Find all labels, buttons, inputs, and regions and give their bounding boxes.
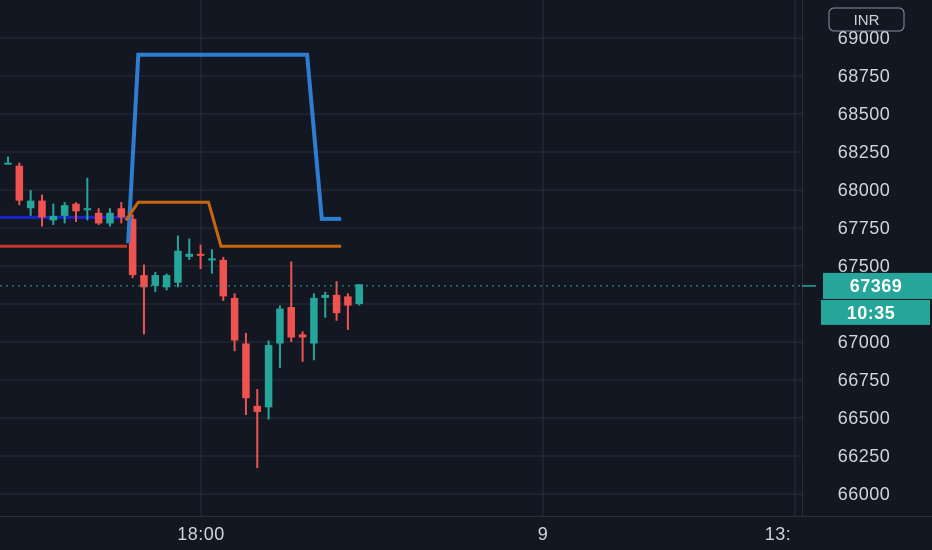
candle-up[interactable] [106,208,114,227]
candle-down[interactable] [38,194,46,227]
candle-body [106,212,114,224]
candle-body [332,294,341,314]
candle-down[interactable] [253,389,262,469]
candle-up[interactable] [4,156,12,165]
y-tick-label: 68500 [838,104,891,124]
candle-body [117,208,126,218]
candle-up[interactable] [185,238,194,260]
candle-down[interactable] [230,293,239,352]
y-tick-label: 68250 [838,142,891,162]
candle-body [344,296,352,306]
candle-up[interactable] [162,273,171,291]
candle-body [162,275,171,288]
x-tick-label: 9 [538,524,549,544]
countdown-value: 10:35 [847,303,896,323]
y-tick-label: 68750 [838,66,891,86]
candle-up[interactable] [26,190,35,216]
candle-body [298,334,307,338]
candle-up[interactable] [208,249,216,274]
y-tick-label: 66000 [838,484,891,504]
candle-down[interactable] [242,332,250,415]
candle-body [4,162,12,165]
countdown-badge: 10:35 [821,299,930,325]
candle-body [208,258,216,261]
currency-badge[interactable]: INR [828,7,905,32]
candle-down[interactable] [344,293,352,330]
candle-up[interactable] [151,272,160,292]
candle-down[interactable] [298,331,307,362]
candle-down[interactable] [196,244,205,270]
candle-body [287,307,295,338]
candle-body [128,218,137,276]
candle-body [49,215,58,221]
candle-body [321,294,329,298]
candle-up[interactable] [310,293,318,361]
y-tick-label: 67500 [838,256,891,276]
candle-body [83,208,92,211]
candle-body [38,200,46,218]
candle-body [242,343,250,399]
candle-body [355,284,363,304]
candle-body [264,345,273,408]
candle-down[interactable] [332,281,341,321]
candle-body [253,405,262,412]
middle-band-line [124,200,342,248]
candle-body [310,297,318,344]
candle-body [94,212,103,224]
y-tick-label: 67000 [838,332,891,352]
candle-down[interactable] [117,202,126,224]
candle-body [151,275,160,286]
x-tick-label: 18:00 [177,524,225,544]
candle-body [230,297,239,341]
y-tick-label: 66250 [838,446,891,466]
candle-down[interactable] [219,256,228,301]
candle-body [174,250,182,283]
candle-up[interactable] [174,235,182,288]
candle-up[interactable] [321,291,329,318]
time-axis[interactable]: 18:00 9 13: [0,516,932,545]
candle-up[interactable] [83,177,92,221]
y-tick-label: 67750 [838,218,891,238]
candle-down[interactable] [140,264,148,335]
currency-badge-frame [828,7,905,32]
y-tick-label: 69000 [838,28,891,48]
currency-label: INR [854,12,880,29]
x-tick-label: 13: [765,524,792,544]
candle-body [60,205,69,216]
candle-up[interactable] [276,305,284,368]
y-tick-label: 66500 [838,408,891,428]
last-price-value: 67369 [850,276,903,296]
plot-area[interactable] [0,52,802,469]
candle-body [185,253,194,257]
candle-up[interactable] [355,284,363,306]
price-axis[interactable]: 69000 68750 68500 68250 68000 67750 67500 67000… [802,0,932,516]
candle-up[interactable] [264,340,273,420]
candle-down[interactable] [128,214,137,279]
candle-up[interactable] [49,203,58,225]
last-price-badge[interactable]: 67369 [823,272,932,299]
y-tick-label: 68000 [838,180,891,200]
candle-body [219,259,228,297]
countdown-badge-bg [821,299,930,325]
candle-down[interactable] [72,202,80,222]
last-price-badge-bg [823,272,932,299]
candle-body [196,253,205,256]
candle-body [72,203,80,212]
candle-down[interactable] [287,261,296,342]
candle-body [276,308,284,344]
upper-band-line [126,52,342,244]
y-tick-label: 66750 [838,370,891,390]
candle-down[interactable] [94,208,103,225]
candle-body [140,275,148,288]
candle-body [26,200,35,209]
candle-down[interactable] [15,162,24,206]
candle-up[interactable] [60,202,69,224]
candle-body [15,165,24,201]
